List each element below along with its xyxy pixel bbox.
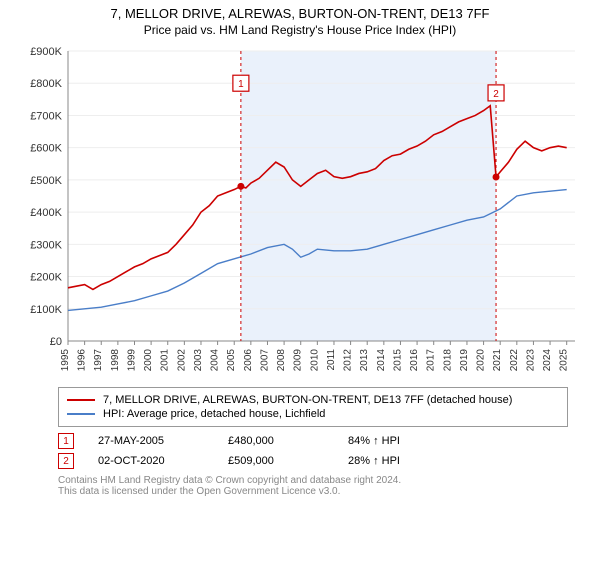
license-footer: Contains HM Land Registry data © Crown c…: [58, 475, 550, 497]
svg-text:2006: 2006: [243, 349, 254, 372]
svg-text:2002: 2002: [176, 349, 187, 372]
svg-text:1999: 1999: [126, 349, 137, 372]
svg-text:2: 2: [493, 89, 499, 100]
svg-text:£100K: £100K: [30, 304, 62, 316]
legend-label: HPI: Average price, detached house, Lich…: [103, 408, 325, 420]
license-line: Contains HM Land Registry data © Crown c…: [58, 475, 550, 486]
svg-text:£800K: £800K: [30, 78, 62, 90]
svg-text:£600K: £600K: [30, 143, 62, 155]
svg-text:2020: 2020: [476, 349, 487, 372]
event-delta: 28% ↑ HPI: [348, 455, 468, 467]
event-date: 02-OCT-2020: [98, 455, 228, 467]
legend-swatch: [67, 399, 95, 401]
svg-text:1996: 1996: [77, 349, 88, 372]
event-delta: 84% ↑ HPI: [348, 435, 468, 447]
svg-text:1995: 1995: [60, 349, 71, 372]
svg-text:2022: 2022: [509, 349, 520, 372]
event-date: 27-MAY-2005: [98, 435, 228, 447]
event-price: £509,000: [228, 455, 348, 467]
svg-text:2008: 2008: [276, 349, 287, 372]
svg-text:2016: 2016: [409, 349, 420, 372]
svg-text:2015: 2015: [392, 349, 403, 372]
svg-text:2024: 2024: [542, 349, 553, 372]
svg-text:2003: 2003: [193, 349, 204, 372]
license-line: This data is licensed under the Open Gov…: [58, 486, 550, 497]
svg-text:2017: 2017: [426, 349, 437, 372]
chart-title: 7, MELLOR DRIVE, ALREWAS, BURTON-ON-TREN…: [20, 6, 580, 21]
legend-row: HPI: Average price, detached house, Lich…: [67, 408, 559, 420]
event-row: 2 02-OCT-2020£509,00028% ↑ HPI: [58, 453, 550, 469]
chart-svg: £0 £100K £200K £300K £400K £500K £600K £700K £80…: [20, 41, 580, 381]
svg-text:£200K: £200K: [30, 272, 62, 284]
svg-text:2018: 2018: [442, 349, 453, 372]
legend-swatch: [67, 413, 95, 415]
svg-text:2011: 2011: [326, 349, 337, 371]
svg-text:2005: 2005: [226, 349, 237, 372]
event-row: 1 27-MAY-2005£480,00084% ↑ HPI: [58, 433, 550, 449]
legend: 7, MELLOR DRIVE, ALREWAS, BURTON-ON-TREN…: [58, 387, 568, 427]
svg-text:2021: 2021: [492, 349, 503, 372]
svg-text:2025: 2025: [559, 349, 570, 372]
price-events: 1 27-MAY-2005£480,00084% ↑ HPI 2 02-OCT-202…: [58, 433, 550, 469]
svg-text:2014: 2014: [376, 349, 387, 372]
plot-area: £0 £100K £200K £300K £400K £500K £600K £700K £80…: [20, 41, 580, 381]
svg-text:£500K: £500K: [30, 175, 62, 187]
svg-text:2009: 2009: [293, 349, 304, 372]
svg-text:1997: 1997: [93, 349, 104, 372]
svg-text:£0: £0: [50, 336, 62, 348]
svg-text:£300K: £300K: [30, 239, 62, 251]
svg-text:2000: 2000: [143, 349, 154, 372]
svg-text:2013: 2013: [359, 349, 370, 372]
legend-label: 7, MELLOR DRIVE, ALREWAS, BURTON-ON-TREN…: [103, 394, 512, 406]
svg-text:2019: 2019: [459, 349, 470, 372]
event-price: £480,000: [228, 435, 348, 447]
svg-text:£900K: £900K: [30, 46, 62, 58]
svg-text:2004: 2004: [210, 349, 221, 372]
svg-text:£700K: £700K: [30, 110, 62, 122]
event-marker: 2: [58, 453, 74, 469]
svg-text:2001: 2001: [160, 349, 171, 372]
chart-subtitle: Price paid vs. HM Land Registry's House …: [20, 23, 580, 37]
legend-row: 7, MELLOR DRIVE, ALREWAS, BURTON-ON-TREN…: [67, 394, 559, 406]
svg-text:2012: 2012: [343, 349, 354, 372]
svg-text:1: 1: [238, 79, 244, 90]
svg-text:1998: 1998: [110, 349, 121, 372]
svg-text:£400K: £400K: [30, 207, 62, 219]
svg-text:2010: 2010: [309, 349, 320, 372]
svg-text:2007: 2007: [259, 349, 270, 372]
event-marker: 1: [58, 433, 74, 449]
svg-text:2023: 2023: [525, 349, 536, 372]
